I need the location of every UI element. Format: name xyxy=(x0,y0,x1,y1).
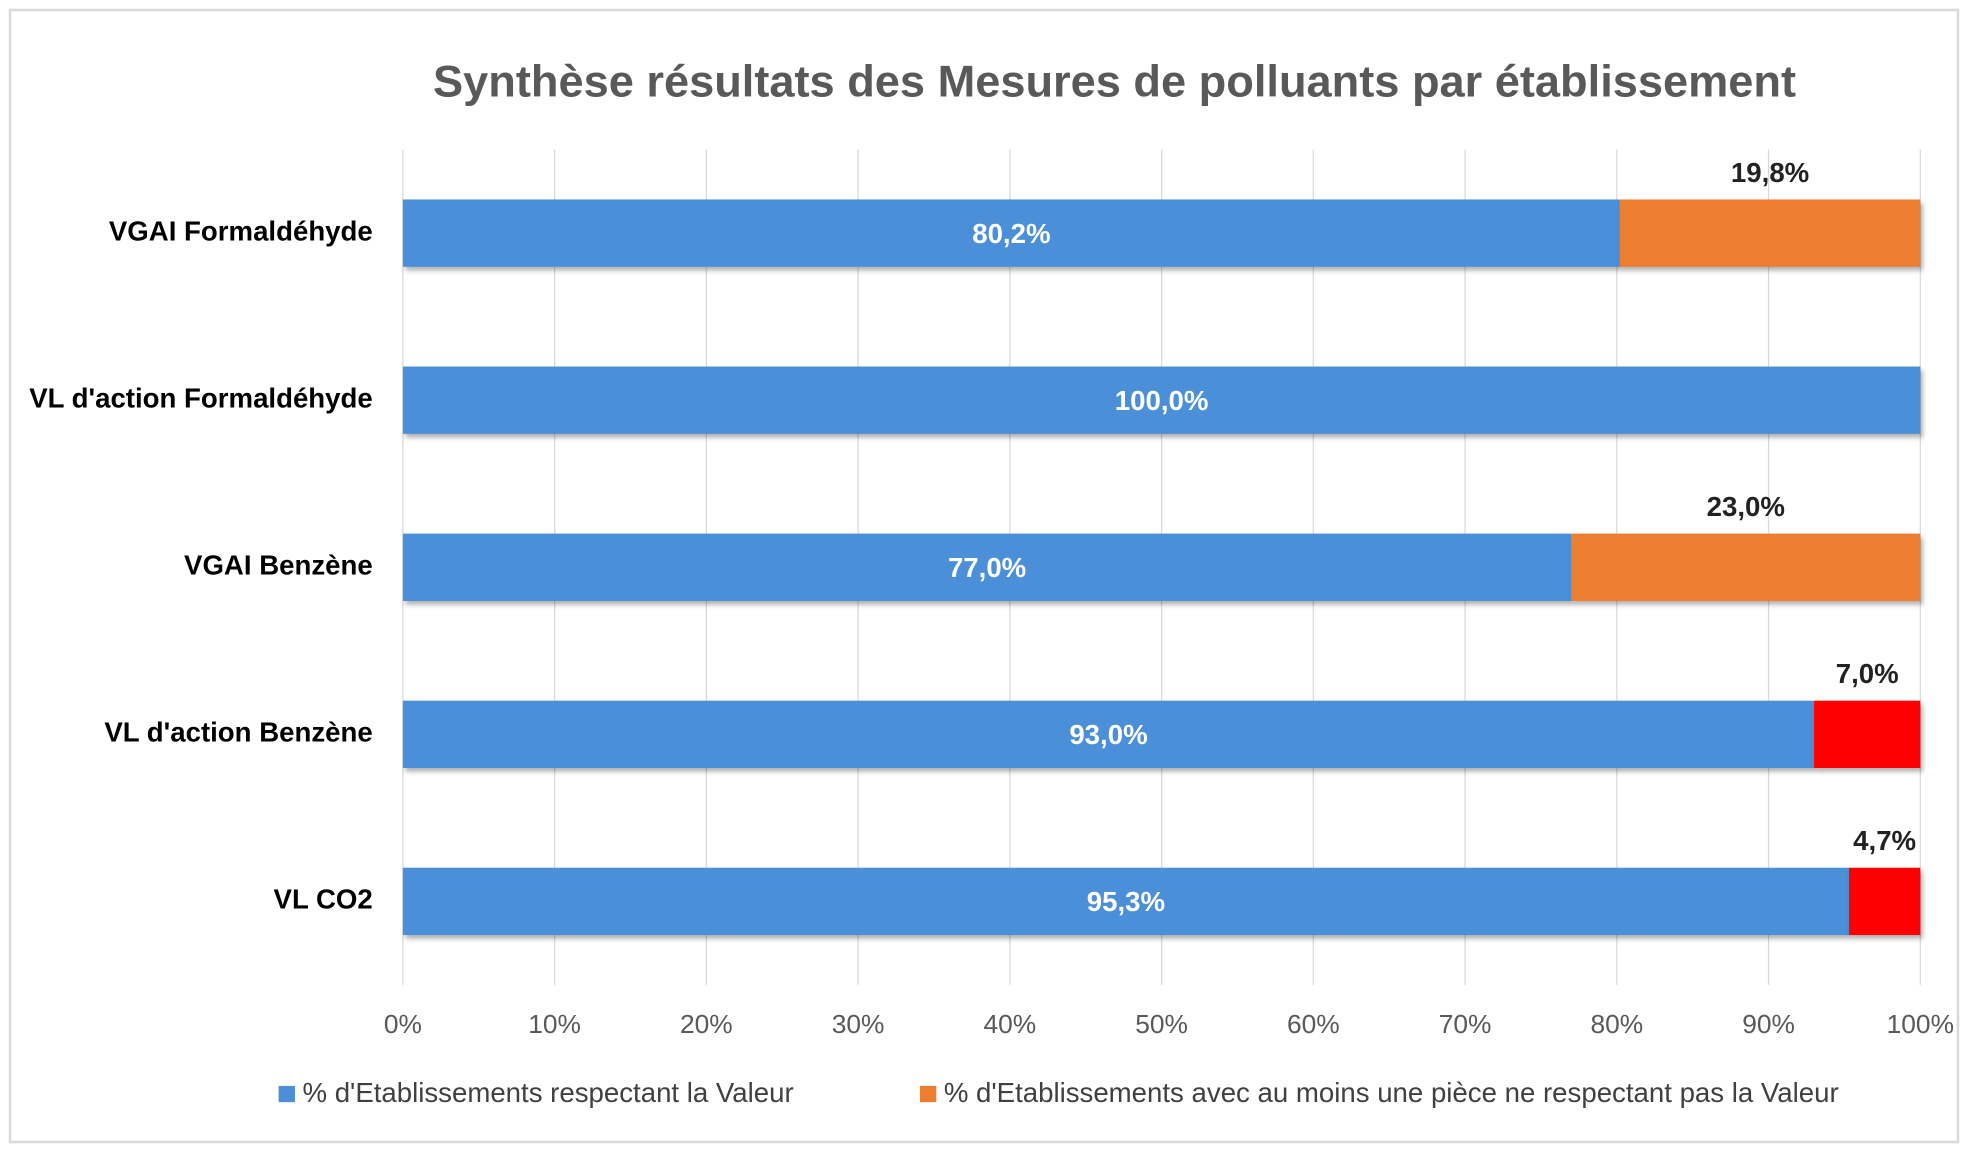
bar-segment xyxy=(1619,199,1921,267)
bar-segment xyxy=(402,700,1815,768)
x-tick-label: 60% xyxy=(1287,1009,1340,1039)
x-tick-label: 90% xyxy=(1742,1009,1795,1039)
data-label: 7,0% xyxy=(1836,658,1899,689)
legend-swatch xyxy=(278,1085,295,1103)
bar-segment xyxy=(402,366,1921,434)
x-tick-label: 100% xyxy=(1887,1009,1954,1039)
x-tick-label: 40% xyxy=(983,1009,1036,1039)
y-tick-label: VL CO2 xyxy=(274,884,373,915)
data-label: 93,0% xyxy=(1069,719,1147,750)
data-label: 23,0% xyxy=(1707,491,1785,522)
y-tick-label: VL d'action Formaldéhyde xyxy=(29,383,373,414)
data-label: 19,8% xyxy=(1731,157,1809,188)
legend-label: % d'Etablissements respectant la Valeur xyxy=(302,1077,793,1108)
x-tick-label: 50% xyxy=(1135,1009,1188,1039)
bar-segment xyxy=(1814,700,1921,768)
legend-swatch xyxy=(919,1085,937,1103)
x-tick-label: 70% xyxy=(1439,1009,1492,1039)
bar-segment xyxy=(1848,867,1921,936)
data-label: 80,2% xyxy=(972,218,1050,249)
bar-segment xyxy=(1571,533,1921,601)
x-tick-label: 80% xyxy=(1590,1009,1643,1039)
y-tick-label: VL d'action Benzène xyxy=(104,717,372,748)
y-tick-label: VGAI Benzène xyxy=(184,550,373,581)
data-label: 77,0% xyxy=(948,552,1026,583)
x-tick-label: 20% xyxy=(680,1009,733,1039)
x-tick-label: 0% xyxy=(384,1009,422,1039)
bar-segment xyxy=(402,199,1620,267)
x-tick-label: 10% xyxy=(528,1009,581,1039)
data-label: 100,0% xyxy=(1115,385,1209,416)
chart-title: Synthèse résultats des Mesures de pollua… xyxy=(433,56,1796,107)
legend-label: % d'Etablissements avec au moins une piè… xyxy=(944,1077,1839,1108)
x-tick-label: 30% xyxy=(832,1009,885,1039)
data-label: 95,3% xyxy=(1087,886,1165,917)
bar-segment xyxy=(402,533,1572,601)
data-label: 4,7% xyxy=(1853,825,1916,856)
bar-segment xyxy=(402,867,1849,936)
y-tick-label: VGAI Formaldéhyde xyxy=(109,215,373,246)
